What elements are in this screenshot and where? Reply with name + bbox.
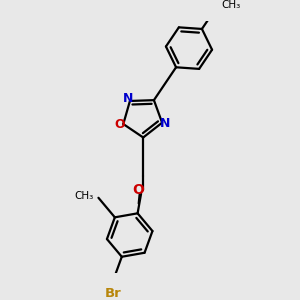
Text: Br: Br <box>105 287 122 300</box>
Text: O: O <box>114 118 125 130</box>
Text: O: O <box>132 183 144 197</box>
Text: CH₃: CH₃ <box>221 0 241 10</box>
Text: CH₃: CH₃ <box>75 191 94 201</box>
Text: N: N <box>160 117 170 130</box>
Text: N: N <box>123 92 133 105</box>
